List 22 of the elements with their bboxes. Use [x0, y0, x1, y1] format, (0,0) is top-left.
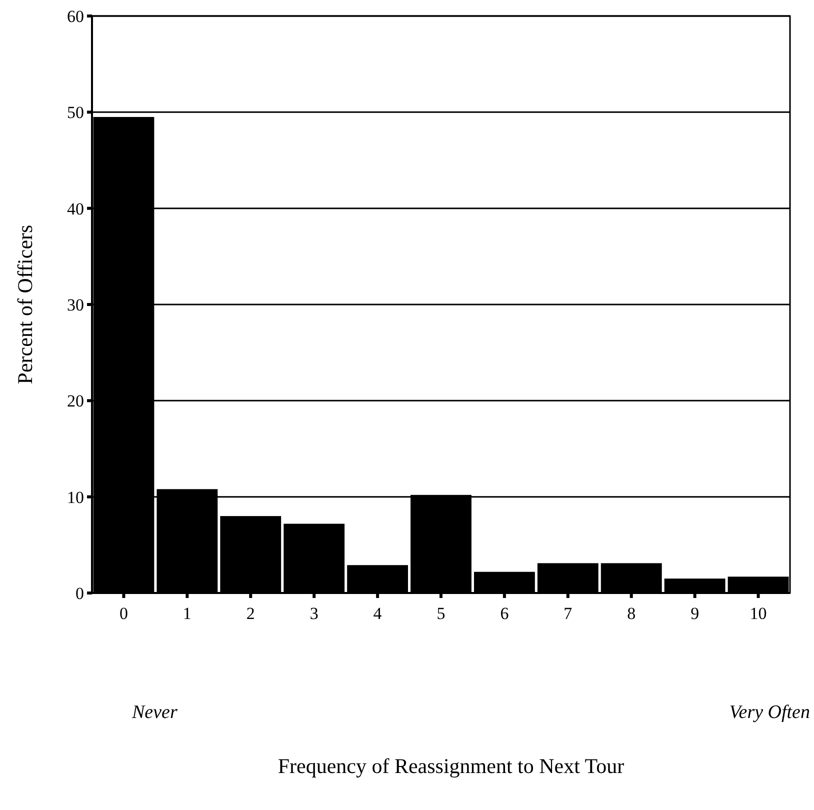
- x-tick-label: 6: [500, 604, 509, 623]
- text: Never: [131, 702, 178, 723]
- x-tick-label: 0: [119, 604, 128, 623]
- x-tick-label: 2: [246, 604, 255, 623]
- y-tick-label: 30: [67, 295, 84, 314]
- x-tick-label: 1: [182, 604, 192, 623]
- y-tick-label: 0: [76, 584, 84, 603]
- y-tick-label: 20: [67, 392, 84, 411]
- x-tick-label: 3: [310, 604, 318, 623]
- y-tick-label: 50: [67, 103, 84, 122]
- x-tick-label: 5: [436, 604, 446, 623]
- x-tick-label: 7: [564, 604, 573, 623]
- x-tick-label: 4: [373, 604, 382, 623]
- x-tick-label: 9: [690, 604, 700, 623]
- x-tick-label: 10: [750, 604, 767, 623]
- text: Very Often: [729, 702, 810, 723]
- y-axis-title: Percent of Officers: [13, 224, 37, 384]
- text: Frequency of Reassignment to Next Tour: [278, 754, 624, 778]
- y-tick-label: 60: [67, 6, 84, 26]
- y-tick-label: 10: [67, 488, 84, 507]
- y-tick-label: 40: [67, 199, 84, 218]
- x-tick-label: 8: [627, 604, 636, 623]
